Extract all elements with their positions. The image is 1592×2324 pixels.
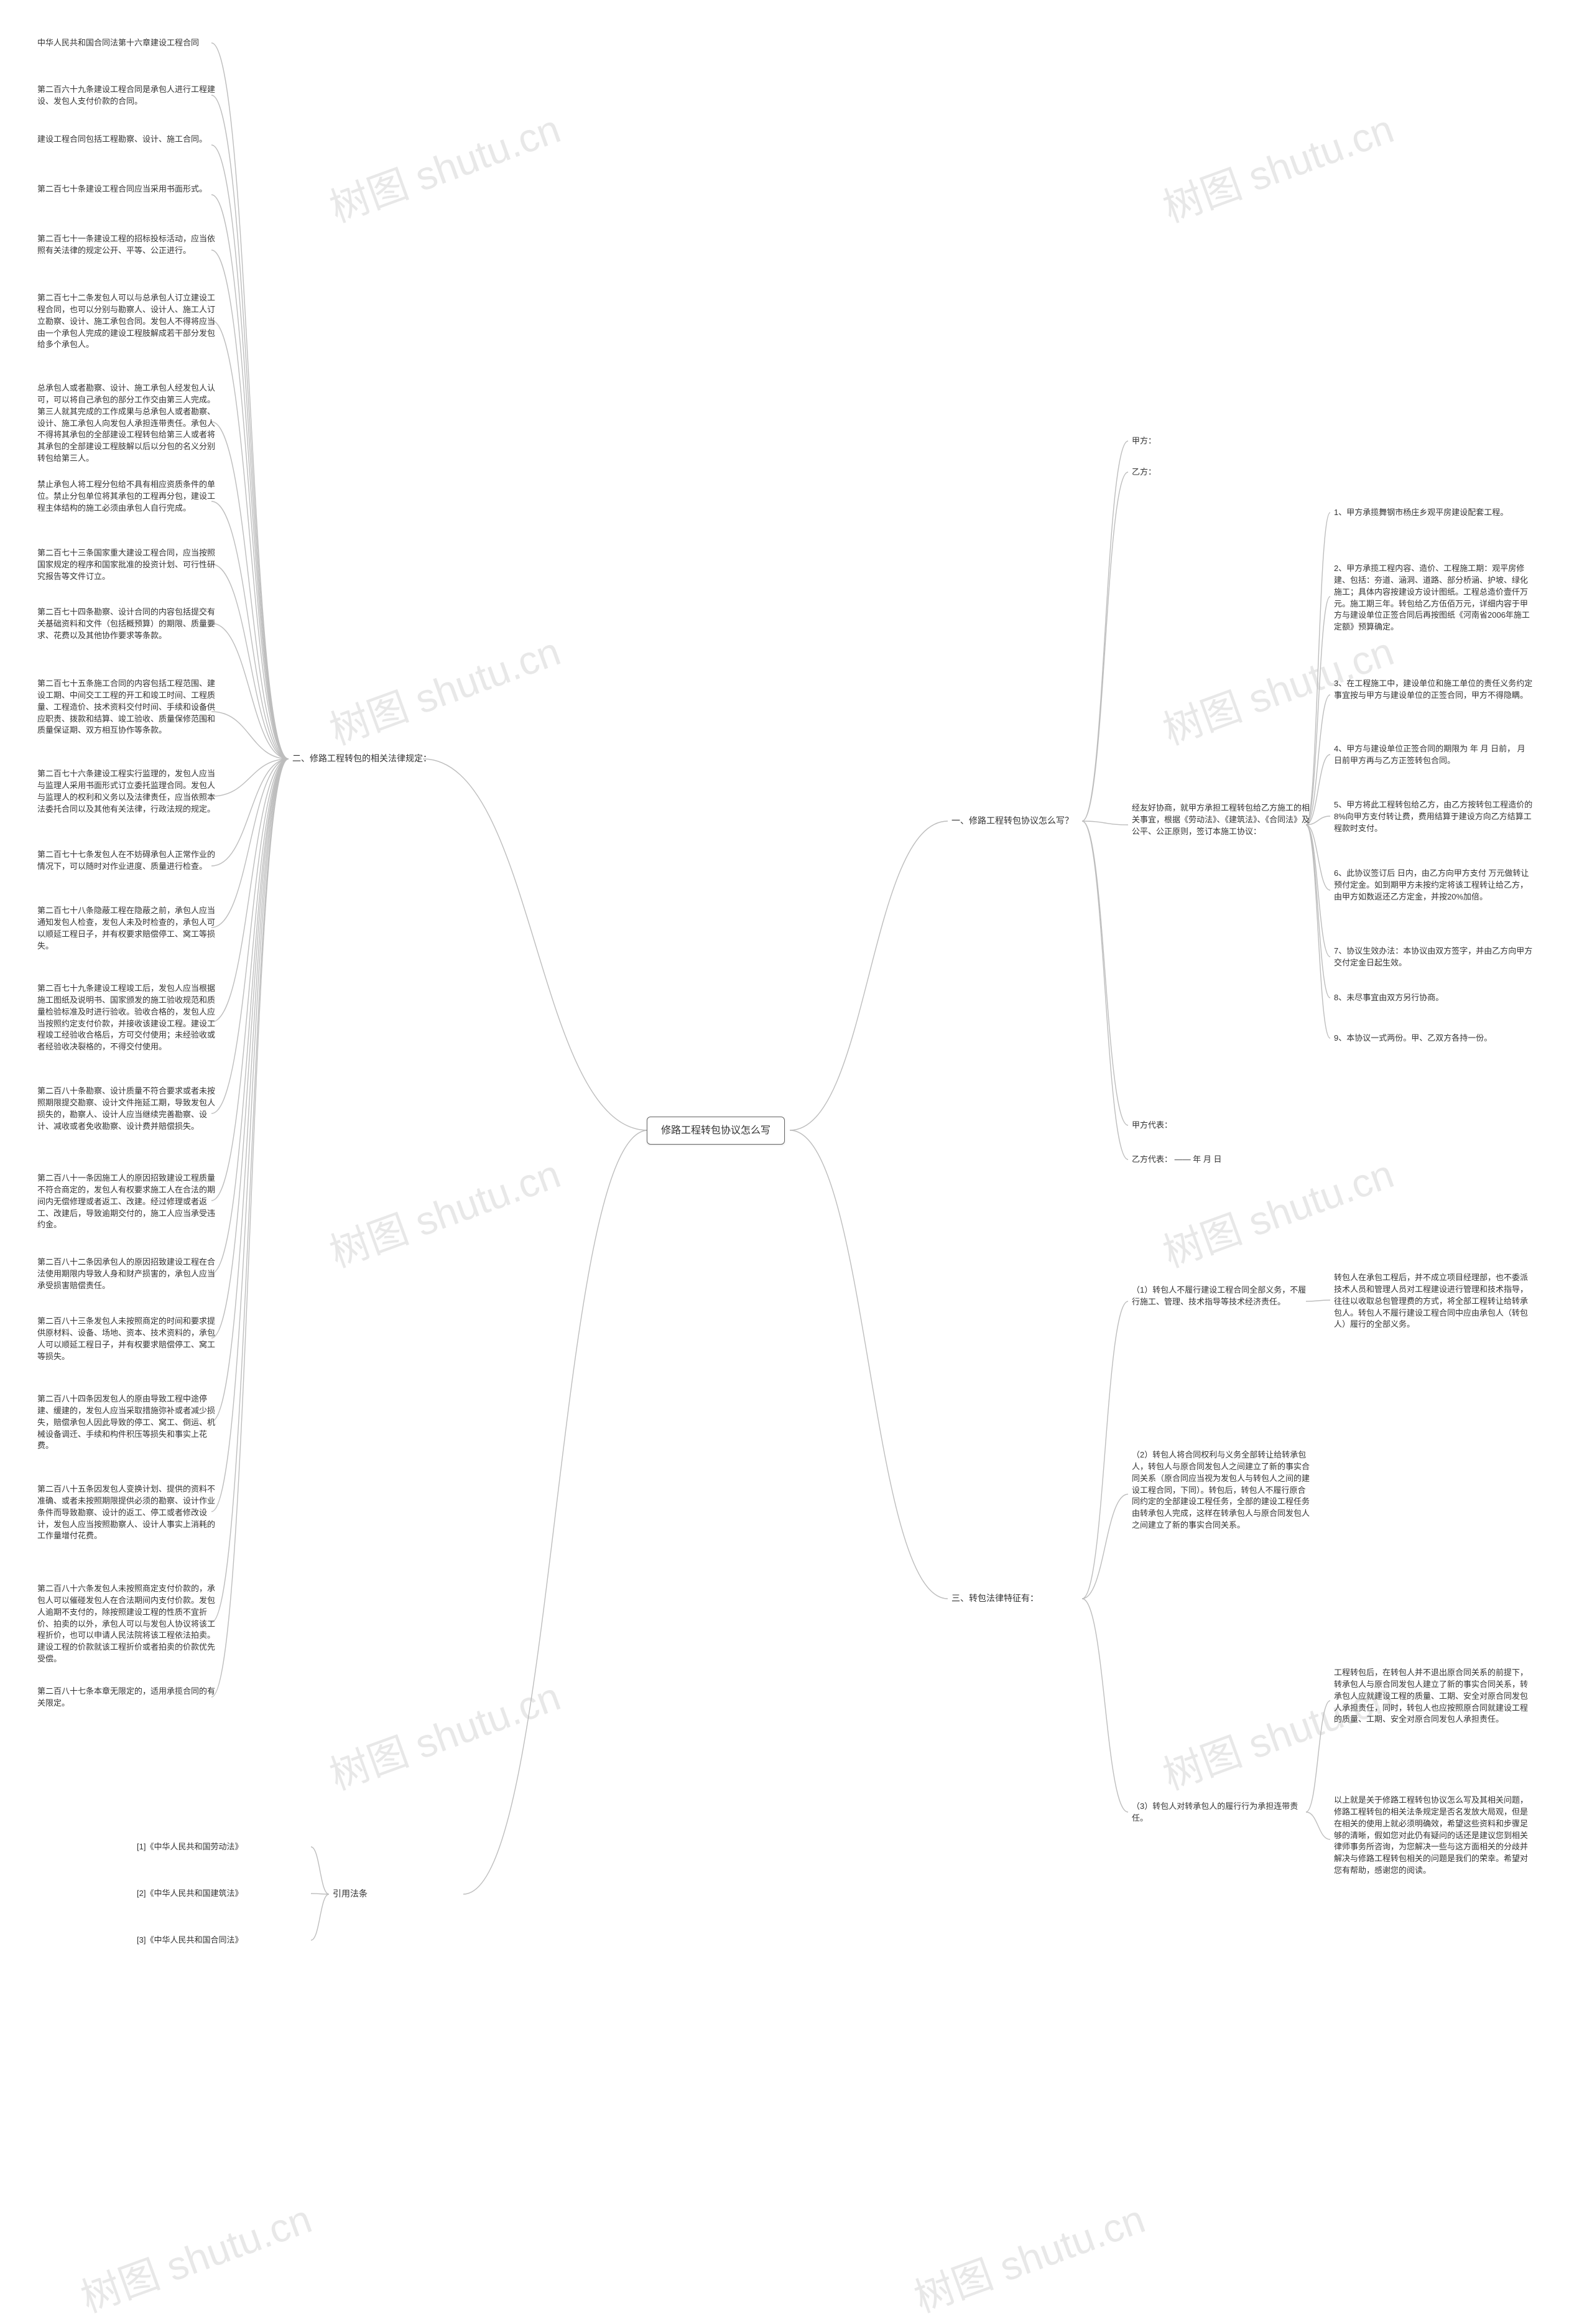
leaf-l2-13: 第二百七十八条隐蔽工程在隐蔽之前，承包人应当通知发包人检查，发包人未及时检查的，… bbox=[37, 905, 218, 952]
leaf-l2-17: 第二百八十二条因承包人的原因招致建设工程在合法使用期限内导致人身和财产损害的，承… bbox=[37, 1257, 218, 1292]
watermark: 树图 shutu.cn bbox=[321, 620, 567, 756]
leaf-l2-15: 第二百八十条勘察、设计质量不符合要求或者未按照期限提交勘察、设计文件拖延工期，导… bbox=[37, 1085, 218, 1132]
leaf-r1c-6: 7、协议生效办法：本协议由双方签字，并由乙方向甲方交付定金日起生效。 bbox=[1334, 946, 1533, 969]
watermark: 树图 shutu.cn bbox=[321, 1665, 567, 1801]
leaf-l2-16: 第二百八十一条因施工人的原因招致建设工程质量不符合商定的，发包人有权要求施工人在… bbox=[37, 1173, 218, 1231]
leaf-r1c-5: 6、此协议签订后 日内，由乙方向甲方支付 万元做转让预付定金。如到期甲方未按约定… bbox=[1334, 868, 1533, 903]
leaf-l2-18: 第二百八十三条发包人未按照商定的时间和要求提供原材料、设备、场地、资本、技术资料… bbox=[37, 1316, 218, 1362]
leaf-l2-14: 第二百七十九条建设工程竣工后，发包人应当根据施工图纸及说明书、国家颁发的施工验收… bbox=[37, 983, 218, 1053]
node-r1b: 乙方： bbox=[1132, 467, 1156, 478]
leaf-l2-8: 第二百七十三条国家重大建设工程合同，应当按照国家规定的程序和国家批准的投资计划、… bbox=[37, 547, 218, 583]
branch-l4: 引用法条 bbox=[333, 1888, 368, 1900]
leaf-l2-9: 第二百七十四条勘察、设计合同的内容包括提交有关基础资料和文件（包括概预算）的期限… bbox=[37, 607, 218, 642]
watermark: 树图 shutu.cn bbox=[321, 1142, 567, 1278]
leaf-r3c-0: 工程转包后，在转包人并不退出原合同关系的前提下，转承包人与原合同发包人建立了新的… bbox=[1334, 1667, 1533, 1726]
node-r3b: （2）转包人将合同权利与义务全部转让给转承包人，转包人与原合同发包人之间建立了新… bbox=[1132, 1449, 1312, 1532]
branch-r3: 三、转包法律特征有： bbox=[951, 1592, 1039, 1604]
leaf-r1c-7: 8、未尽事宜由双方另行协商。 bbox=[1334, 992, 1443, 1004]
leaf-l2-22: 第二百八十七条本章无限定的，适用承揽合同的有关限定。 bbox=[37, 1686, 218, 1709]
watermark: 树图 shutu.cn bbox=[321, 97, 567, 233]
branch-l2: 二、修路工程转包的相关法律规定： bbox=[292, 753, 432, 765]
leaf-r1c-8: 9、本协议一式两份。甲、乙双方各持一份。 bbox=[1334, 1033, 1492, 1044]
branch-r1: 一、修路工程转包协议怎么写？ bbox=[951, 815, 1073, 827]
center-node: 修路工程转包协议怎么写 bbox=[647, 1117, 785, 1145]
leaf-l4-0: [1]《中华人民共和国劳动法》 bbox=[137, 1841, 243, 1853]
watermark: 树图 shutu.cn bbox=[72, 2187, 318, 2323]
node-r3a: （1）转包人不履行建设工程合同全部义务，不履行施工、管理、技术指导等技术经济责任… bbox=[1132, 1285, 1312, 1308]
node-r1d: 甲方代表： bbox=[1132, 1120, 1172, 1132]
node-r1a: 甲方： bbox=[1132, 435, 1156, 447]
leaf-l2-21: 第二百八十六条发包人未按照商定支付价款的，承包人可以催碰发包人在合法期间内支付价… bbox=[37, 1583, 218, 1665]
node-r1e: 乙方代表： —— 年 月 日 bbox=[1132, 1154, 1221, 1166]
leaf-r1c-2: 3、在工程施工中，建设单位和施工单位的责任义务约定事宜按与甲方与建设单位的正签合… bbox=[1334, 678, 1533, 702]
node-r1c: 经友好协商，就甲方承担工程转包给乙方施工的相关事宜，根据《劳动法》、《建筑法》、… bbox=[1132, 802, 1312, 838]
leaf-l2-5: 第二百七十二条发包人可以与总承包人订立建设工程合同，也可以分别与勘察人、设计人、… bbox=[37, 292, 218, 351]
leaf-r1c-3: 4、甲方与建设单位正签合同的期限为 年 月 日前， 月 日前甲方再与乙方正签转包… bbox=[1334, 743, 1533, 767]
watermark: 树图 shutu.cn bbox=[905, 2187, 1152, 2323]
leaf-l2-3: 第二百七十条建设工程合同应当采用书面形式。 bbox=[37, 184, 207, 195]
leaf-l4-2: [3]《中华人民共和国合同法》 bbox=[137, 1935, 243, 1946]
leaf-r1c-0: 1、甲方承揽舞钢市杨庄乡观平房建设配套工程。 bbox=[1334, 507, 1508, 519]
leaf-r3c-1: 以上就是关于修路工程转包协议怎么写及其相关问题，修路工程转包的相关法条规定是否名… bbox=[1334, 1795, 1533, 1877]
leaf-l2-12: 第二百七十七条发包人在不妨碍承包人正常作业的情况下，可以随时对作业进度、质量进行… bbox=[37, 849, 218, 873]
leaf-l2-10: 第二百七十五条施工合同的内容包括工程范围、建设工期、中间交工工程的开工和竣工时间… bbox=[37, 678, 218, 737]
leaf-l4-1: [2]《中华人民共和国建筑法》 bbox=[137, 1888, 243, 1900]
leaf-l2-1: 第二百六十九条建设工程合同是承包人进行工程建设、发包人支付价款的合同。 bbox=[37, 84, 218, 108]
leaf-l2-11: 第二百七十六条建设工程实行监理的，发包人应当与监理人采用书面形式订立委托监理合同… bbox=[37, 768, 218, 815]
leaf-l2-20: 第二百八十五条因发包人变换计划、提供的资料不准确、或者未按照期限提供必须的勘察、… bbox=[37, 1484, 218, 1542]
leaf-l2-4: 第二百七十一条建设工程的招标投标活动，应当依照有关法律的规定公开、平等、公正进行… bbox=[37, 233, 218, 257]
leaf-r1c-1: 2、甲方承揽工程内容、造价、工程施工期：观平房修建、包括：夯道、涵洞、道路、部分… bbox=[1334, 563, 1533, 633]
leaf-r1c-4: 5、甲方将此工程转包给乙方，由乙方按转包工程造价的8%向甲方支付转让费，费用结算… bbox=[1334, 799, 1533, 835]
node-r3c: （3）转包人对转承包人的履行行为承担连带责任。 bbox=[1132, 1801, 1312, 1824]
leaf-l2-19: 第二百八十四条因发包人的原由导致工程中途停建、缓建的，发包人应当采取措施弥补或者… bbox=[37, 1393, 218, 1452]
watermark: 树图 shutu.cn bbox=[1154, 97, 1400, 233]
leaf-l2-2: 建设工程合同包括工程勘察、设计、施工合同。 bbox=[37, 134, 207, 146]
leaf-l2-6: 总承包人或者勘察、设计、施工承包人经发包人认可，可以将自己承包的部分工作交由第三… bbox=[37, 383, 218, 465]
leaf-r3a-0: 转包人在承包工程后，并不成立项目经理部，也不委派技术人员和管理人员对工程建设进行… bbox=[1334, 1272, 1533, 1331]
leaf-l2-0: 中华人民共和国合同法第十六章建设工程合同 bbox=[37, 37, 199, 49]
leaf-l2-7: 禁止承包人将工程分包给不具有相应资质条件的单位。禁止分包单位将其承包的工程再分包… bbox=[37, 479, 218, 514]
mindmap-edges bbox=[0, 0, 1592, 2255]
